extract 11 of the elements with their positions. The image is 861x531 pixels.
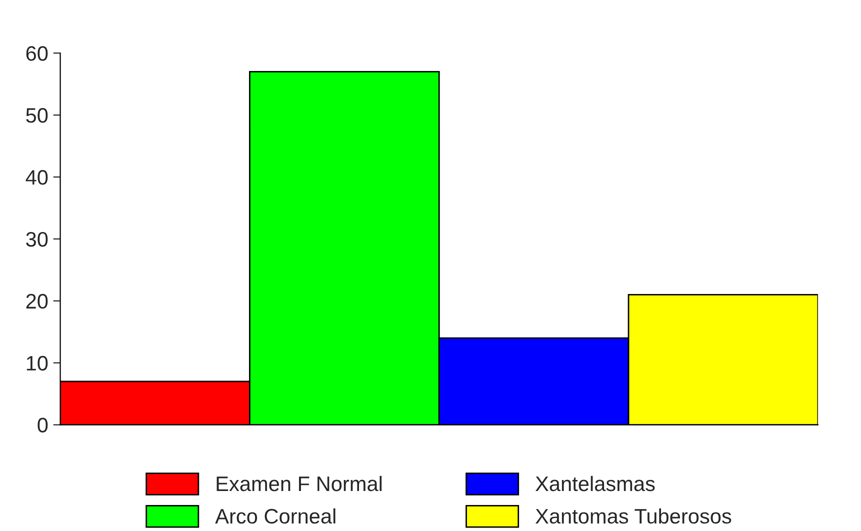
legend-label: Examen F Normal (216, 476, 382, 492)
y-tick-label: 50 (26, 108, 48, 123)
y-tick-label: 10 (26, 356, 48, 371)
legend-label: Xantelasmas (535, 476, 655, 492)
legend-label: Xantomas Tuberosos (535, 508, 732, 524)
legend-label: Arco Corneal (215, 508, 336, 524)
y-tick-label: 60 (26, 46, 48, 61)
y-tick-label: 40 (26, 170, 48, 185)
y-tick-label: 30 (26, 232, 48, 247)
y-tick-label: 20 (26, 294, 48, 309)
y-tick-label: 0 (38, 418, 48, 433)
